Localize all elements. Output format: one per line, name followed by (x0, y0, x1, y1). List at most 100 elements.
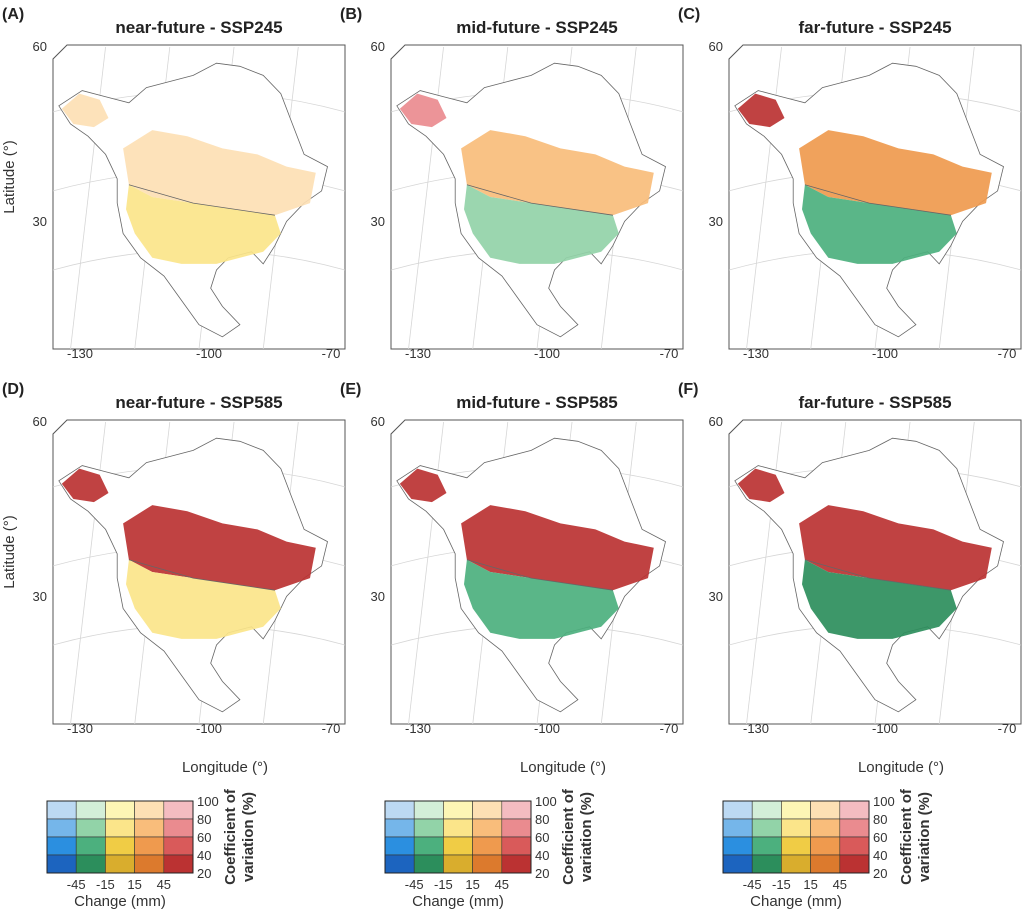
legend-frame (384, 800, 532, 874)
legend-cell (839, 854, 870, 874)
legend-cell (384, 836, 415, 856)
legend-cell (105, 800, 135, 820)
country-border (128, 184, 275, 216)
legend-frame (46, 800, 194, 874)
legend-y-tick: 80 (197, 812, 211, 827)
x-tick-label: -130 (67, 721, 93, 736)
legend-y-label-line1: Coefficient of (560, 788, 577, 885)
legend-cell (722, 818, 753, 838)
panel-title-scenario: SSP585 (889, 393, 951, 412)
y-tick-label: 30 (33, 214, 47, 229)
legend-cell (46, 836, 77, 856)
country-border (128, 559, 275, 591)
x-tick-label: -100 (534, 721, 560, 736)
legend-cell (75, 818, 106, 838)
panel-title-scenario: SSP245 (220, 18, 282, 37)
legend-y-label-line1: Coefficient of (898, 788, 915, 885)
legend-cell (134, 854, 165, 874)
data-region-alaska (399, 93, 447, 128)
legend-cell (105, 818, 135, 838)
x-tick-label: -130 (743, 721, 769, 736)
y-axis-label: Latitude (°) (1, 515, 18, 589)
legend-y-tick: 40 (873, 848, 887, 863)
legend-cell (384, 800, 415, 820)
legend-cell (472, 854, 503, 874)
legend-cell (722, 854, 753, 874)
y-tick-label: 30 (371, 589, 385, 604)
x-tick-label: -130 (405, 721, 431, 736)
panel-title: near-future - SSP585 (115, 393, 282, 412)
legend-x-tick: -45 (743, 877, 762, 892)
legend-cell (163, 854, 194, 874)
legend-y-tick: 100 (197, 794, 219, 809)
legend-y-tick: 60 (535, 830, 549, 845)
legend-y-tick: 100 (535, 794, 557, 809)
legend-cell (163, 800, 194, 820)
legend-cell (134, 836, 165, 856)
legend-x-tick: 15 (803, 877, 817, 892)
x-tick-label: -100 (534, 346, 560, 361)
panel-title-horizon: mid-future (456, 393, 540, 412)
y-tick-label: 30 (371, 214, 385, 229)
panel-title: near-future - SSP245 (115, 18, 282, 37)
legend-y-tick: 40 (535, 848, 549, 863)
map-panel-c: (C) far-future - SSP245 60 30 -130 -100 -70 (678, 6, 1022, 361)
legend-y-label-line1: Coefficient of (222, 788, 239, 885)
panel-title-separator: - (205, 393, 220, 412)
legend-cell (472, 818, 503, 838)
legend-cell (781, 854, 811, 874)
legend-x-tick: -15 (96, 877, 115, 892)
panel-title-horizon: mid-future (456, 18, 540, 37)
legend-cell (75, 836, 106, 856)
legend-x-tick: 45 (157, 877, 171, 892)
legend-cell (163, 836, 194, 856)
legend-y-label-line2: variation (%) (578, 792, 595, 882)
legend-x-label: Change (mm) (412, 893, 504, 910)
legend-x-tick: -45 (405, 877, 424, 892)
data-region-alaska (61, 468, 109, 503)
y-tick-label: 60 (33, 39, 47, 54)
data-region-south (126, 559, 281, 639)
legend-x-tick: -45 (67, 877, 86, 892)
legend-y-tick: 20 (197, 866, 211, 881)
map-panel-b: (B) mid-future - SSP245 60 30 -130 -100 -70 (340, 6, 684, 361)
data-region-alaska (737, 468, 785, 503)
data-region-north (461, 505, 654, 591)
legend-x-tick: 45 (833, 877, 847, 892)
legend-cell (810, 854, 841, 874)
legend-cell (839, 800, 870, 820)
data-region-south (464, 184, 619, 264)
legend-cell (501, 854, 532, 874)
data-region-north (799, 130, 992, 216)
x-tick-label: -100 (872, 721, 898, 736)
x-tick-label: -70 (322, 721, 341, 736)
country-border (466, 559, 613, 591)
y-tick-label: 60 (371, 414, 385, 429)
data-region-south (464, 559, 619, 639)
legend-cell (443, 800, 473, 820)
country-border (804, 184, 951, 216)
legend-cell (839, 836, 870, 856)
legend-y-tick: 60 (873, 830, 887, 845)
map-panel-e: (E) mid-future - SSP585 60 30 -130 -100 -70 Lon… (340, 381, 684, 776)
data-region-south (802, 559, 957, 639)
legend-x-label: Change (mm) (74, 893, 166, 910)
legend-cell (443, 854, 473, 874)
legend-cell (75, 854, 106, 874)
legend-y-label-line2: variation (%) (916, 792, 933, 882)
legend-cell (810, 836, 841, 856)
panel-title-scenario: SSP245 (555, 18, 617, 37)
x-tick-label: -100 (196, 346, 222, 361)
legend-cell (413, 818, 444, 838)
country-border (804, 559, 951, 591)
legend-cell (751, 800, 782, 820)
panel-label: (E) (340, 381, 361, 398)
data-region-north (123, 130, 316, 216)
panel-title-horizon: far-future (798, 18, 874, 37)
legend-cell (810, 800, 841, 820)
y-tick-label: 60 (371, 39, 385, 54)
legend-y-tick: 60 (197, 830, 211, 845)
panel-title: mid-future - SSP245 (456, 18, 618, 37)
legend-cell (501, 800, 532, 820)
